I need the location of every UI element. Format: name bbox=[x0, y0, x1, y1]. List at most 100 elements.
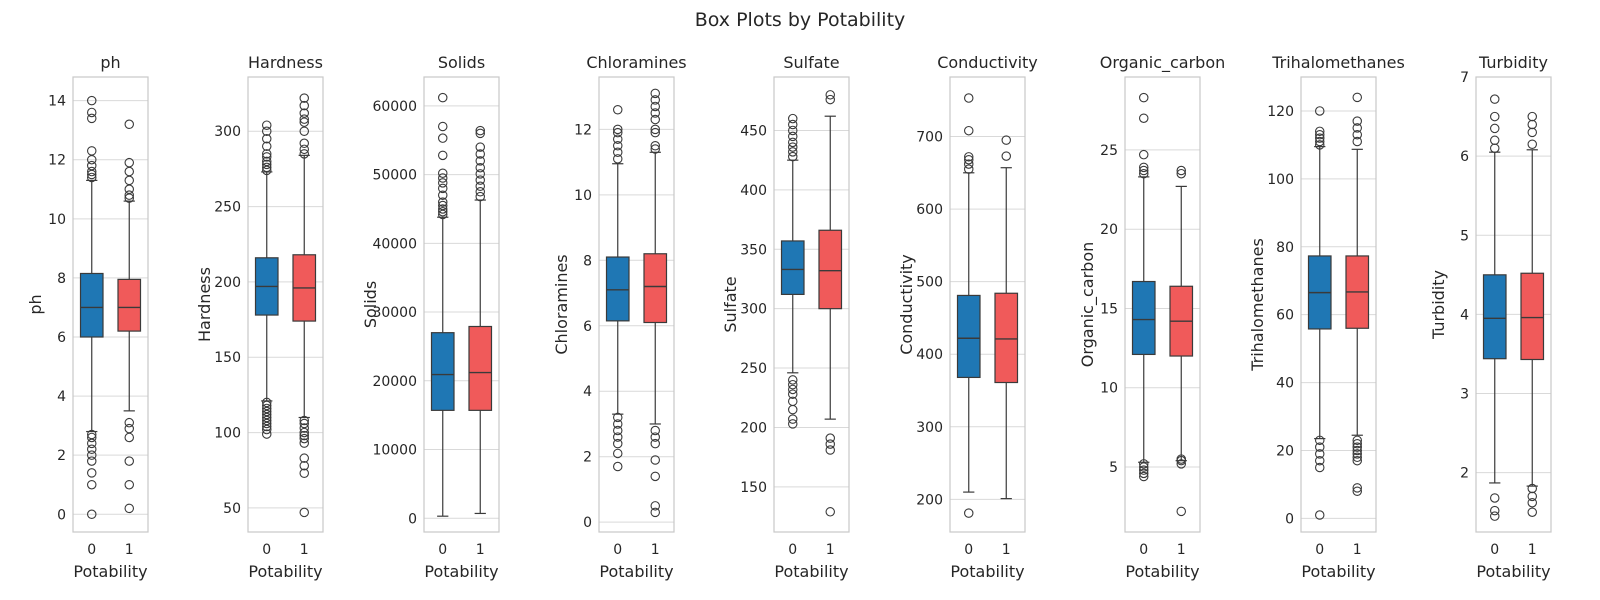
outlier-point bbox=[650, 144, 660, 154]
iqr-box bbox=[79, 272, 104, 338]
iqr-box bbox=[605, 256, 630, 322]
outlier-point bbox=[1176, 506, 1187, 517]
iqr-box bbox=[1520, 272, 1545, 361]
panel-conductivity: 200 300 400 500 600 700 0 1 Conductivity Potabili… bbox=[897, 53, 1038, 581]
y-axis-label: Organic_carbon bbox=[1078, 242, 1098, 368]
panel-title: Hardness bbox=[248, 53, 323, 72]
outlier-point bbox=[124, 175, 135, 186]
outlier-point bbox=[299, 418, 309, 429]
x-axis-label: Potability bbox=[774, 562, 848, 581]
outlier-point bbox=[1352, 92, 1363, 103]
outlier-point bbox=[437, 204, 448, 214]
outlier-point bbox=[612, 419, 623, 429]
outlier-point bbox=[612, 134, 623, 144]
x-axis-label: Potability bbox=[1476, 562, 1550, 581]
outlier-point bbox=[963, 508, 974, 518]
y-tick-label: 600 bbox=[916, 202, 943, 218]
panel-chloramines: 0 2 4 6 8 10 12 0 1 Chloramines Potability Chlorami… bbox=[552, 53, 687, 581]
x-axis-label: Potability bbox=[424, 562, 498, 581]
outlier-point bbox=[261, 421, 272, 432]
outlier-point bbox=[299, 433, 309, 444]
y-tick-label: 50000 bbox=[372, 168, 417, 184]
y-tick-label: 0 bbox=[1285, 511, 1294, 527]
x-tick-label: 1 bbox=[1353, 542, 1362, 558]
outlier-point bbox=[261, 429, 272, 439]
outlier-point bbox=[1315, 140, 1325, 150]
outlier-point bbox=[612, 127, 623, 138]
y-tick-label: 250 bbox=[740, 361, 767, 377]
outlier-point bbox=[299, 117, 309, 127]
outlier-point bbox=[475, 191, 485, 202]
outlier-point bbox=[650, 471, 660, 482]
outlier-point bbox=[87, 450, 97, 460]
panel-hardness: 50 100 150 200 250 300 0 1 Hardness Potability Har… bbox=[195, 53, 324, 581]
y-tick-label: 60 bbox=[1276, 308, 1294, 324]
x-tick-label: 1 bbox=[826, 542, 835, 558]
outlier-point bbox=[787, 396, 798, 407]
outlier-point bbox=[437, 200, 448, 211]
outlier-point bbox=[475, 156, 485, 166]
outlier-point bbox=[261, 403, 272, 414]
outlier-point bbox=[1139, 162, 1149, 173]
outlier-point bbox=[1490, 511, 1500, 521]
y-tick-label: 8 bbox=[583, 253, 592, 269]
outlier-point bbox=[650, 507, 660, 518]
outlier-point bbox=[787, 414, 798, 424]
outlier-point bbox=[124, 157, 135, 168]
x-axis-label: Potability bbox=[1301, 562, 1375, 581]
y-tick-label: 80 bbox=[1276, 240, 1294, 256]
y-axis-label: Solids bbox=[361, 281, 380, 328]
panel-title: Solids bbox=[438, 53, 485, 72]
x-tick-label: 0 bbox=[87, 542, 96, 558]
outlier-point bbox=[124, 166, 135, 177]
outlier-point bbox=[650, 95, 660, 105]
x-tick-label: 0 bbox=[788, 542, 797, 558]
outlier-point bbox=[87, 509, 97, 520]
y-tick-label: 300 bbox=[916, 420, 943, 436]
outlier-point bbox=[437, 168, 448, 178]
outlier-point bbox=[87, 160, 97, 171]
box-group-0 bbox=[79, 95, 104, 520]
outlier-point bbox=[787, 389, 798, 399]
outlier-point bbox=[612, 438, 623, 449]
outlier-point bbox=[1527, 119, 1538, 130]
outlier-point bbox=[475, 181, 485, 192]
y-tick-label: 400 bbox=[916, 347, 943, 363]
x-axis-label: Potability bbox=[599, 562, 673, 581]
x-tick-label: 1 bbox=[300, 542, 309, 558]
y-tick-label: 25 bbox=[1100, 143, 1118, 159]
panel-trihalomethanes: 0 20 40 60 80 100 120 0 1 Trihalomethanes Potabili… bbox=[1248, 53, 1405, 581]
x-tick-label: 1 bbox=[125, 542, 134, 558]
outlier-point bbox=[261, 409, 272, 420]
outlier-point bbox=[1001, 135, 1011, 145]
outlier-point bbox=[437, 197, 448, 207]
outlier-point bbox=[124, 184, 135, 195]
axes-frame bbox=[1124, 76, 1201, 533]
y-tick-label: 3 bbox=[1460, 387, 1469, 403]
outlier-point bbox=[1315, 455, 1325, 466]
outlier-point bbox=[1315, 126, 1325, 137]
outlier-point bbox=[1490, 94, 1500, 104]
axes-frame bbox=[773, 76, 850, 533]
outlier-point bbox=[1490, 143, 1500, 153]
x-tick-label: 1 bbox=[1177, 542, 1186, 558]
panel-title: Trihalomethanes bbox=[1271, 53, 1405, 72]
outlier-point bbox=[261, 424, 272, 435]
outlier-point bbox=[787, 375, 798, 385]
outlier-point bbox=[299, 100, 309, 111]
outlier-point bbox=[1315, 449, 1325, 459]
outlier-point bbox=[1139, 149, 1149, 160]
outlier-point bbox=[1315, 106, 1325, 116]
y-axis-label: Chloramines bbox=[552, 254, 571, 354]
outlier-point bbox=[261, 418, 272, 429]
outlier-point bbox=[650, 114, 660, 125]
outlier-point bbox=[1352, 123, 1363, 133]
outlier-point bbox=[261, 149, 272, 159]
outlier-point bbox=[1352, 483, 1363, 493]
panel-title: Conductivity bbox=[937, 53, 1038, 72]
y-tick-label: 4 bbox=[583, 384, 592, 400]
outlier-point bbox=[87, 172, 97, 183]
y-tick-label: 250 bbox=[214, 200, 241, 216]
